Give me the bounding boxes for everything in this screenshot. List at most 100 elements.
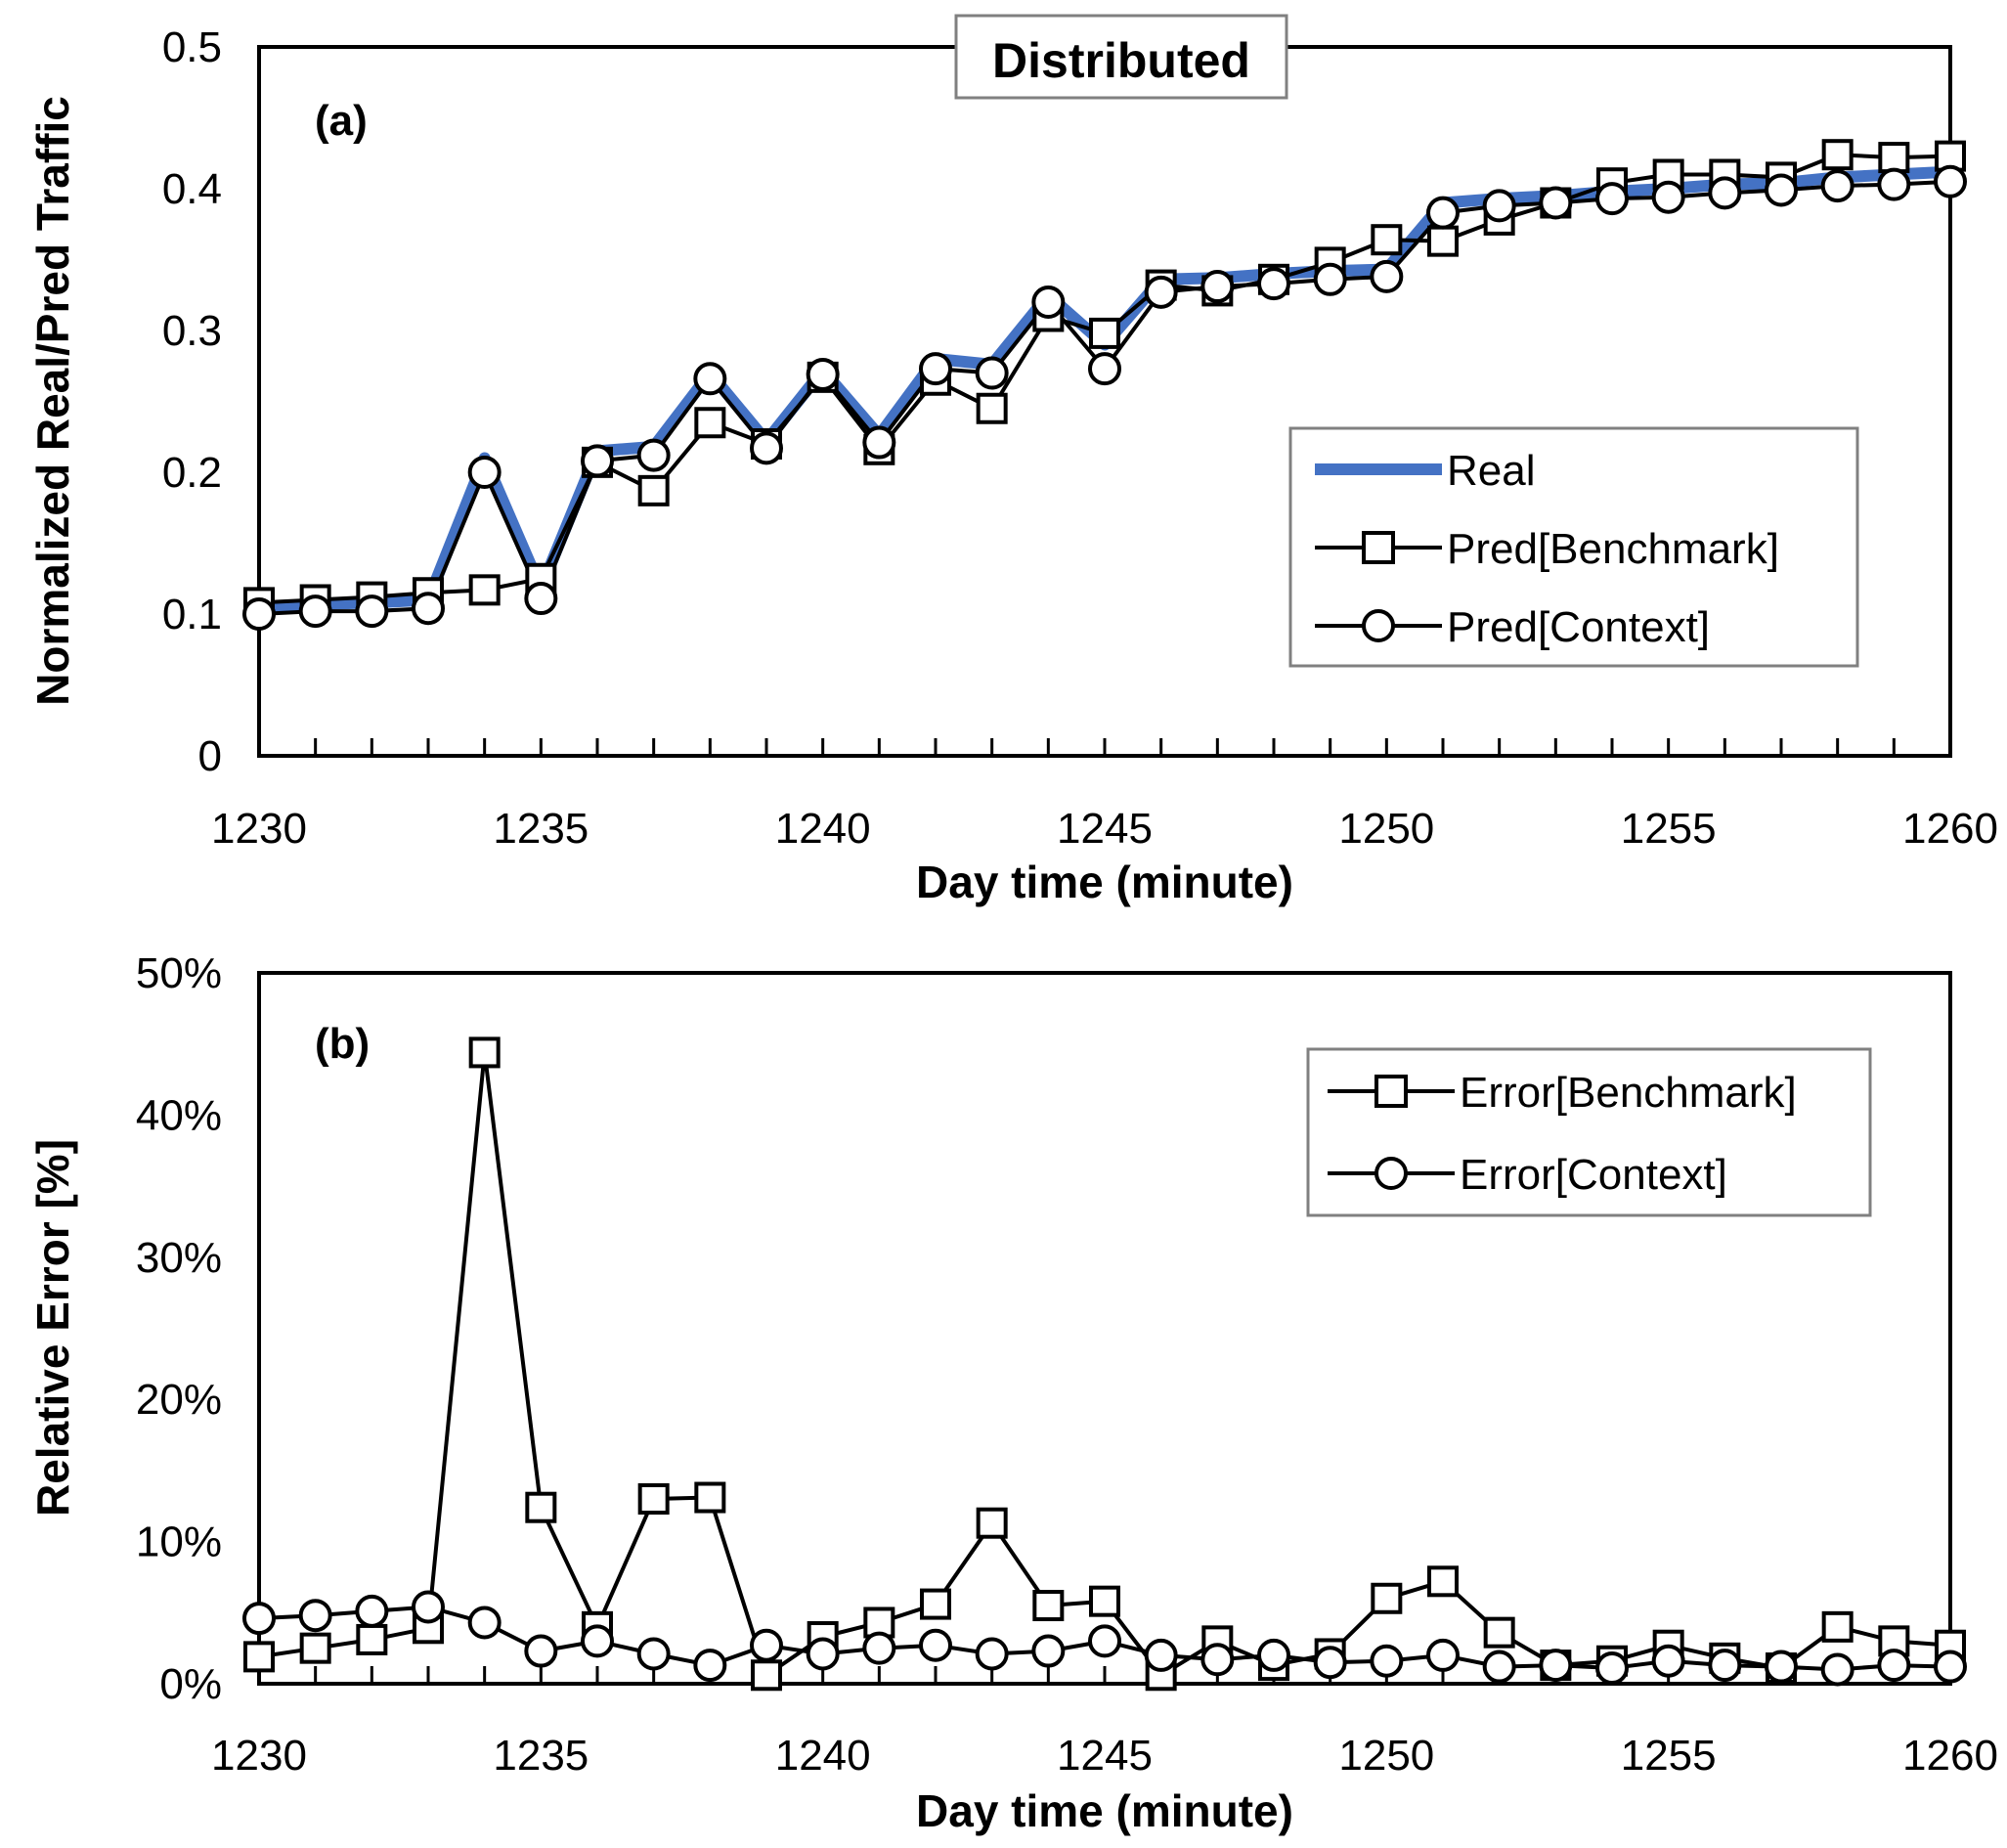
point-error-benchmark [243, 1641, 275, 1673]
legend-square-marker [1374, 1075, 1408, 1108]
legend-circle-marker [1374, 1157, 1408, 1190]
x-tick-label: 1260 [1902, 805, 1998, 853]
point-error-context [636, 1637, 671, 1671]
point-error-context [1539, 1649, 1573, 1683]
legend-square-marker [1362, 531, 1395, 564]
panel-b: 1230 1235 1240 1245 1250 1255 1260 0% 10% 20% 30%… [27, 949, 1998, 1836]
y-tick-label: 0% [159, 1660, 222, 1708]
legend-b: Error[Benchmark] Error[Context] [1306, 1047, 1872, 1217]
point-pred-context [750, 431, 783, 465]
x-ticks-a [314, 738, 1896, 756]
point-error-benchmark [1821, 1610, 1854, 1643]
point-error-context [975, 1637, 1009, 1671]
y-tick-label: 0.3 [162, 307, 222, 355]
legend-a: Real Pred[Benchmark] Pred[Context] [1288, 426, 1859, 668]
point-pred-benchmark [1371, 224, 1403, 256]
point-error-benchmark [356, 1623, 388, 1655]
point-pred-context [1934, 164, 1967, 198]
chart-title-box [954, 14, 1288, 100]
series-a [242, 139, 1967, 631]
point-pred-benchmark [1878, 142, 1910, 174]
x-tick-label: 1255 [1621, 805, 1717, 853]
point-pred-context [919, 352, 952, 386]
point-pred-context [524, 582, 558, 616]
point-error-context [524, 1634, 558, 1668]
point-pred-context [1200, 270, 1235, 304]
point-error-context [1313, 1646, 1347, 1680]
point-error-context [1765, 1650, 1798, 1684]
x-tick-label: 1245 [1057, 805, 1153, 853]
legend-circle-marker [1362, 609, 1395, 642]
x-axis-title-b: Day time (minute) [916, 1785, 1293, 1836]
panel-label-b: (b) [315, 1020, 370, 1068]
x-tick-label: 1230 [211, 1732, 307, 1780]
x-tick-label: 1235 [493, 805, 589, 853]
legend-label-error-context: Error[Context] [1460, 1151, 1727, 1199]
point-pred-context [412, 592, 445, 626]
point-pred-context [1313, 262, 1347, 296]
point-pred-context [862, 425, 896, 460]
point-pred-context [1426, 196, 1460, 230]
y-tick-label: 0.2 [162, 449, 222, 497]
legend-label-error-benchmark: Error[Benchmark] [1460, 1069, 1797, 1117]
point-error-context [750, 1628, 783, 1662]
y-tick-label: 0.5 [162, 23, 222, 71]
point-pred-context [355, 594, 389, 629]
point-pred-context [1539, 186, 1573, 220]
point-pred-context [1031, 286, 1066, 319]
point-error-context [355, 1594, 389, 1628]
x-tick-label: 1240 [775, 1732, 871, 1780]
point-error-context [1595, 1651, 1629, 1686]
point-error-context [1651, 1644, 1685, 1678]
point-pred-context [1088, 352, 1121, 386]
point-pred-benchmark [468, 574, 501, 606]
point-pred-context [1144, 275, 1178, 309]
x-tick-label: 1255 [1621, 1732, 1717, 1780]
point-error-context [581, 1624, 614, 1658]
point-error-context [693, 1649, 727, 1683]
point-pred-context [1257, 267, 1290, 301]
y-tick-labels-a: 0 0.1 0.2 0.3 0.4 0.5 [162, 23, 222, 780]
point-pred-benchmark [1089, 317, 1120, 349]
point-pred-context [1651, 180, 1685, 214]
point-error-benchmark [1371, 1582, 1403, 1614]
point-pred-context [806, 357, 840, 391]
y-tick-label: 20% [136, 1376, 222, 1424]
x-tick-label: 1250 [1338, 805, 1434, 853]
point-error-benchmark [637, 1482, 670, 1515]
point-error-context [467, 1606, 502, 1640]
x-tick-label: 1230 [211, 805, 307, 853]
point-pred-context [1765, 173, 1798, 207]
y-axis-title-a: Normalized Real/Pred Traffic [27, 96, 78, 706]
x-tick-label: 1250 [1338, 1732, 1434, 1780]
y-tick-label: 0 [198, 732, 222, 780]
point-pred-context [1482, 189, 1516, 223]
point-error-benchmark [299, 1632, 331, 1664]
x-tick-labels-a: 1230 1235 1240 1245 1250 1255 1260 [211, 805, 1998, 853]
point-error-context [1031, 1634, 1066, 1668]
point-pred-context [693, 362, 727, 396]
point-pred-benchmark [976, 392, 1008, 424]
y-tick-labels-b: 0% 10% 20% 30% 40% 50% [136, 949, 222, 1708]
point-pred-context [467, 456, 502, 489]
point-error-context [1934, 1650, 1967, 1684]
point-pred-context [1370, 259, 1404, 293]
point-error-context [1877, 1649, 1911, 1683]
y-axis-title-b: Relative Error [%] [27, 1139, 78, 1517]
panel-a: 1230 1235 1240 1245 1250 1255 1260 00.10.20.30… [27, 14, 1998, 907]
point-error-context [919, 1628, 952, 1662]
point-error-benchmark [1427, 1565, 1459, 1598]
point-pred-benchmark [637, 474, 670, 506]
point-pred-context [1708, 176, 1742, 210]
point-error-context [1257, 1638, 1290, 1672]
point-error-context [412, 1590, 445, 1624]
x-axis-title-a: Day time (minute) [916, 857, 1293, 907]
legend-label-pred-benchmark: Pred[Benchmark] [1447, 525, 1779, 573]
point-error-context [1820, 1652, 1854, 1687]
point-error-benchmark [920, 1588, 951, 1620]
y-tick-label: 0.4 [162, 165, 222, 213]
point-pred-context [1877, 167, 1911, 201]
point-error-benchmark [1089, 1585, 1120, 1617]
y-tick-label: 50% [136, 949, 222, 997]
point-pred-benchmark [1427, 225, 1459, 257]
